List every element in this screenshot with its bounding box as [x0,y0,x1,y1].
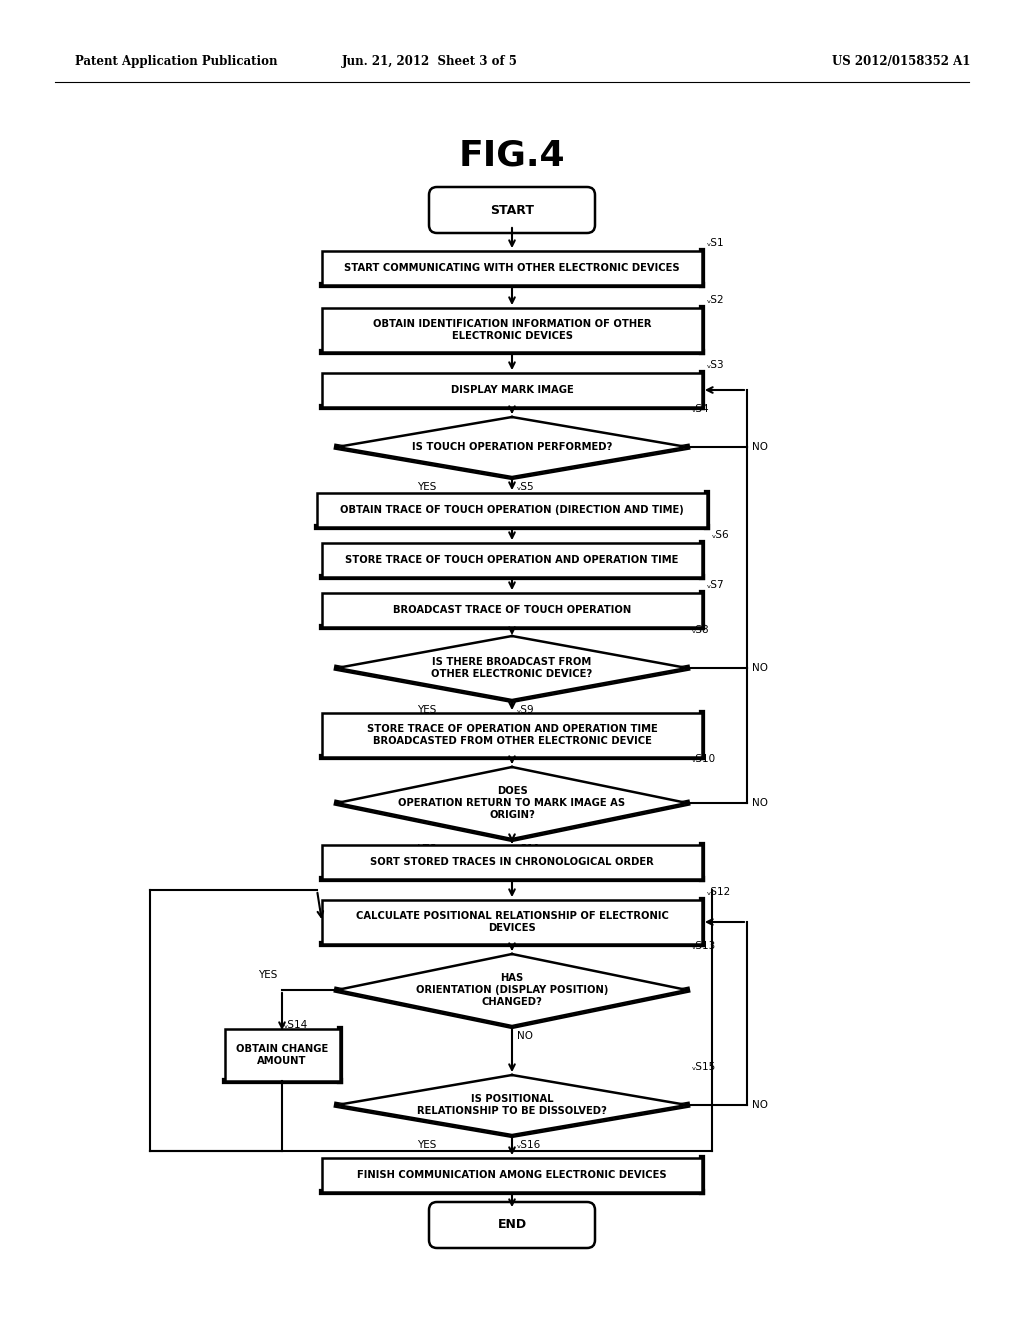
Polygon shape [337,417,687,477]
Bar [322,1158,702,1192]
FancyBboxPatch shape [429,1203,595,1247]
Text: SORT STORED TRACES IN CHRONOLOGICAL ORDER: SORT STORED TRACES IN CHRONOLOGICAL ORDE… [370,857,654,867]
Polygon shape [337,636,687,700]
Text: ᵥS15: ᵥS15 [692,1063,716,1072]
Text: NO: NO [752,1100,768,1110]
Text: ᵥS11: ᵥS11 [517,843,542,854]
Text: END: END [498,1218,526,1232]
Text: FINISH COMMUNICATION AMONG ELECTRONIC DEVICES: FINISH COMMUNICATION AMONG ELECTRONIC DE… [357,1170,667,1180]
Text: ᵥS10: ᵥS10 [692,754,716,764]
Text: NO: NO [752,663,768,673]
Text: FIG.4: FIG.4 [459,139,565,172]
Text: NO: NO [752,442,768,451]
Bar [322,713,702,756]
Text: Jun. 21, 2012  Sheet 3 of 5: Jun. 21, 2012 Sheet 3 of 5 [342,55,518,69]
Text: DISPLAY MARK IMAGE: DISPLAY MARK IMAGE [451,385,573,395]
Bar [322,543,702,577]
Polygon shape [337,767,687,840]
Text: ᵥS12: ᵥS12 [707,887,731,898]
Text: NO: NO [517,1031,534,1041]
Bar [322,900,702,944]
Text: START: START [490,203,534,216]
Text: ᵥS13: ᵥS13 [692,941,716,950]
Text: IS THERE BROADCAST FROM
OTHER ELECTRONIC DEVICE?: IS THERE BROADCAST FROM OTHER ELECTRONIC… [431,657,593,678]
FancyBboxPatch shape [429,187,595,234]
Text: YES: YES [417,843,436,854]
Text: YES: YES [417,705,436,715]
Text: ᵥS7: ᵥS7 [707,579,725,590]
Text: ᵥS5: ᵥS5 [517,482,535,492]
Text: ᵥS9: ᵥS9 [517,705,535,715]
Text: Patent Application Publication: Patent Application Publication [75,55,278,69]
Text: OBTAIN CHANGE
AMOUNT: OBTAIN CHANGE AMOUNT [236,1044,328,1065]
Text: IS TOUCH OPERATION PERFORMED?: IS TOUCH OPERATION PERFORMED? [412,442,612,451]
Text: YES: YES [417,482,436,492]
Bar [322,593,702,627]
Text: ᵥS1: ᵥS1 [707,238,725,248]
Bar [317,492,707,527]
Text: START COMMUNICATING WITH OTHER ELECTRONIC DEVICES: START COMMUNICATING WITH OTHER ELECTRONI… [344,263,680,273]
Text: IS POSITIONAL
RELATIONSHIP TO BE DISSOLVED?: IS POSITIONAL RELATIONSHIP TO BE DISSOLV… [417,1094,607,1115]
Text: YES: YES [417,1140,436,1150]
Text: ᵥS4: ᵥS4 [692,404,710,414]
Text: OBTAIN IDENTIFICATION INFORMATION OF OTHER
ELECTRONIC DEVICES: OBTAIN IDENTIFICATION INFORMATION OF OTH… [373,319,651,341]
Text: STORE TRACE OF OPERATION AND OPERATION TIME
BROADCASTED FROM OTHER ELECTRONIC DE: STORE TRACE OF OPERATION AND OPERATION T… [367,725,657,746]
Text: YES: YES [258,970,278,979]
Text: ᵥS16: ᵥS16 [517,1140,542,1150]
Bar [322,845,702,879]
Polygon shape [337,1074,687,1135]
Polygon shape [337,954,687,1026]
Text: ᵥS2: ᵥS2 [707,294,725,305]
Bar [322,251,702,285]
Text: BROADCAST TRACE OF TOUCH OPERATION: BROADCAST TRACE OF TOUCH OPERATION [393,605,631,615]
Bar [322,374,702,407]
Text: CALCULATE POSITIONAL RELATIONSHIP OF ELECTRONIC
DEVICES: CALCULATE POSITIONAL RELATIONSHIP OF ELE… [355,911,669,933]
Text: ᵥS3: ᵥS3 [707,360,725,370]
Text: ᵥS6: ᵥS6 [712,531,730,540]
Text: ᵥS8: ᵥS8 [692,624,710,635]
Bar [322,308,702,352]
Text: HAS
ORIENTATION (DISPLAY POSITION)
CHANGED?: HAS ORIENTATION (DISPLAY POSITION) CHANG… [416,973,608,1007]
Bar [224,1030,340,1081]
Text: NO: NO [752,799,768,808]
Text: OBTAIN TRACE OF TOUCH OPERATION (DIRECTION AND TIME): OBTAIN TRACE OF TOUCH OPERATION (DIRECTI… [340,506,684,515]
Text: DOES
OPERATION RETURN TO MARK IMAGE AS
ORIGIN?: DOES OPERATION RETURN TO MARK IMAGE AS O… [398,787,626,820]
Text: US 2012/0158352 A1: US 2012/0158352 A1 [831,55,970,69]
Text: ᵥS14: ᵥS14 [284,1020,308,1030]
Text: STORE TRACE OF TOUCH OPERATION AND OPERATION TIME: STORE TRACE OF TOUCH OPERATION AND OPERA… [345,554,679,565]
